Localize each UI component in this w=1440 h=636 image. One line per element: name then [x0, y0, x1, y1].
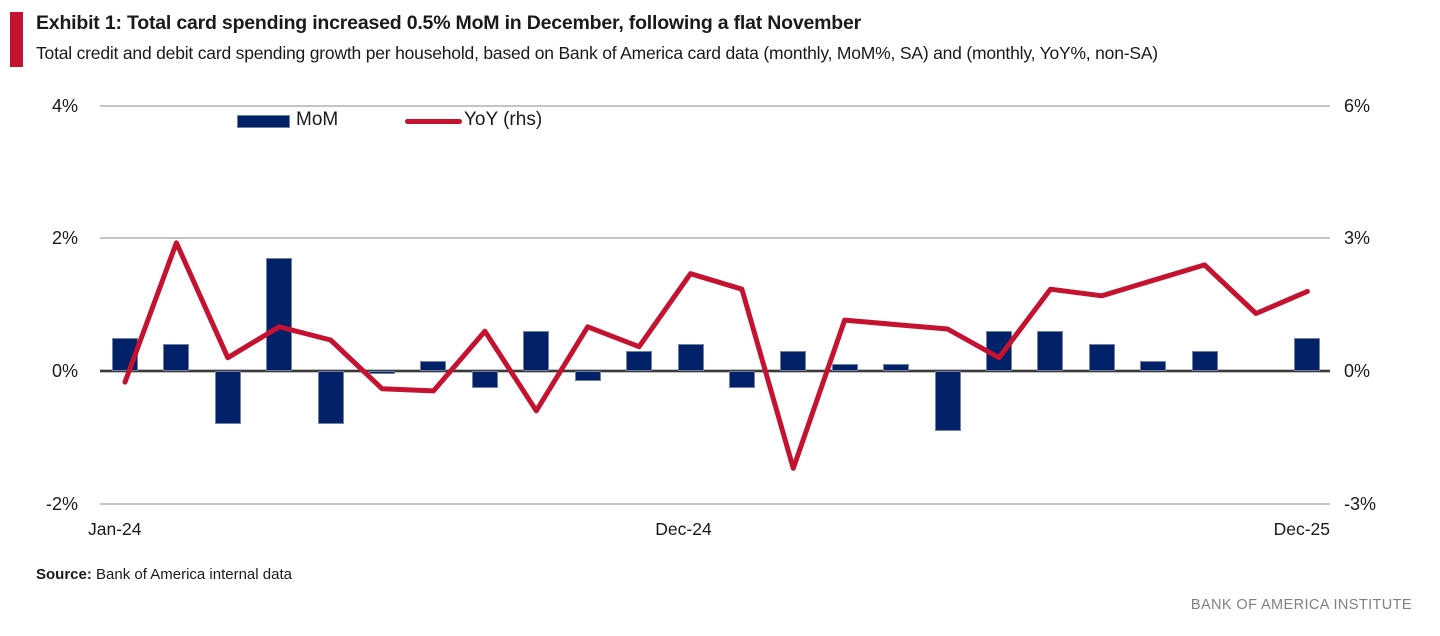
- mom-bar: [112, 337, 138, 371]
- mom-bar: [523, 331, 550, 371]
- exhibit-title: Exhibit 1: Total card spending increased…: [36, 12, 862, 34]
- mom-bar: [266, 258, 293, 371]
- left-axis-label: 4%: [51, 95, 78, 116]
- mom-bar: [574, 371, 601, 381]
- right-axis-label: 0%: [1344, 361, 1371, 381]
- legend-swatch-yoy-icon: [405, 119, 462, 124]
- mom-bar: [780, 351, 807, 371]
- right-axis-label: -3%: [1344, 493, 1377, 514]
- mom-bar: [728, 371, 755, 388]
- legend-label-mom: MoM: [296, 109, 339, 130]
- source-label: Source:: [36, 566, 92, 583]
- legend-swatch-mom-icon: [237, 115, 290, 128]
- mom-bar: [420, 361, 447, 371]
- gridline: [100, 237, 1330, 240]
- source-text: Bank of America internal data: [91, 566, 292, 583]
- mom-bar: [214, 371, 241, 425]
- x-axis-label: Jan-24: [88, 519, 142, 539]
- yoy-line-layer: [122, 240, 1310, 471]
- mom-bar: [1191, 351, 1218, 371]
- gridline: [100, 502, 1330, 505]
- left-axis-label: 2%: [51, 228, 78, 249]
- x-axis-label: Dec-25: [1273, 519, 1330, 539]
- mom-bar: [1294, 337, 1321, 371]
- mom-bar: [317, 371, 344, 425]
- yoy-line: [122, 240, 1310, 471]
- mom-bar: [369, 371, 396, 375]
- mom-bar: [883, 364, 910, 371]
- mom-bar: [831, 364, 858, 371]
- legend-label-yoy: YoY (rhs): [464, 109, 543, 130]
- mom-bar: [471, 371, 498, 388]
- source-note: Source: Bank of America internal data: [36, 566, 292, 583]
- mom-bar: [985, 331, 1012, 371]
- plot-area: 4% 6% 2% 3% 0% 0% -2% -3% Jan-24 Dec-24 Dec-25: [45, 95, 1377, 539]
- x-axis-label: Dec-24: [655, 519, 712, 539]
- institute-branding: BANK OF AMERICA INSTITUTE: [1190, 597, 1412, 613]
- mom-bar: [1037, 331, 1064, 371]
- mom-bar: [626, 351, 653, 371]
- right-axis-label: 3%: [1344, 228, 1371, 249]
- gridline: [100, 104, 1330, 107]
- exhibit-accent-bar: [10, 12, 23, 67]
- mom-bar: [934, 371, 961, 431]
- exhibit-subtitle: Total credit and debit card spending gro…: [36, 43, 1158, 63]
- mom-bar: [677, 344, 704, 371]
- legend: MoM YoY (rhs): [0, 108, 1440, 138]
- mom-bar: [1088, 344, 1115, 371]
- left-axis-label: 0%: [51, 361, 78, 381]
- left-axis-label: -2%: [45, 493, 78, 514]
- mom-bar: [1140, 361, 1167, 371]
- right-axis-label: 6%: [1344, 95, 1371, 116]
- mom-bar: [163, 344, 190, 371]
